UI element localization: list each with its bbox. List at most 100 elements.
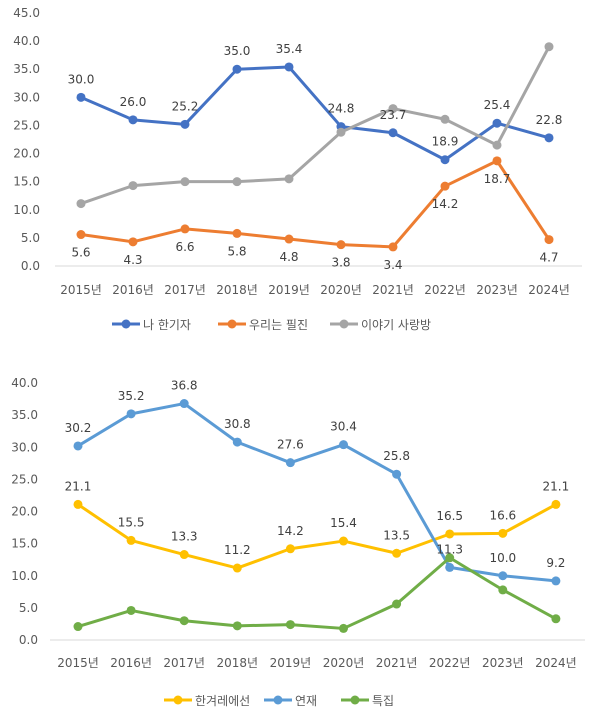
y-tick-label: 20.0 — [11, 505, 38, 519]
data-label: 30.4 — [330, 420, 357, 434]
data-label: 13.3 — [171, 530, 198, 544]
legend-label: 한겨레에선 — [195, 694, 250, 708]
data-label: 35.2 — [118, 389, 145, 403]
data-label: 13.5 — [383, 528, 410, 542]
y-tick-label: 15.0 — [13, 175, 40, 189]
data-point — [180, 177, 190, 187]
data-point — [544, 235, 554, 245]
data-point — [126, 605, 136, 615]
data-point — [284, 62, 294, 72]
x-tick-label: 2016년 — [110, 656, 152, 670]
y-tick-label: 20.0 — [13, 147, 40, 161]
data-label: 5.6 — [71, 246, 90, 260]
data-point — [232, 437, 242, 447]
data-point — [544, 42, 554, 52]
data-point — [73, 499, 83, 509]
y-tick-label: 35.0 — [13, 62, 40, 76]
legend-marker-icon — [173, 695, 183, 705]
data-label: 11.3 — [436, 542, 463, 556]
data-point — [445, 562, 455, 572]
y-tick-label: 25.0 — [11, 472, 38, 486]
data-label: 26.0 — [120, 95, 147, 109]
data-point — [492, 118, 502, 128]
data-label: 4.3 — [123, 253, 142, 267]
data-point — [388, 104, 398, 114]
chart-top: 0.0 5.0 10.0 15.0 20.0 25.0 30.0 35.0 40.0 45.0 20… — [13, 6, 582, 332]
x-tick-label: 2015년 — [57, 656, 99, 670]
data-point — [128, 237, 138, 247]
data-point — [179, 550, 189, 560]
x-tick-label: 2015년 — [60, 283, 102, 297]
data-point — [73, 622, 83, 632]
data-label: 4.7 — [539, 251, 558, 265]
data-label: 36.8 — [171, 379, 198, 393]
x-tick-label: 2017년 — [163, 656, 205, 670]
data-label: 35.0 — [224, 44, 251, 58]
x-tick-label: 2024년 — [528, 283, 570, 297]
y-tick-label: 40.0 — [13, 34, 40, 48]
data-label: 14.2 — [277, 524, 304, 538]
data-point — [180, 224, 190, 234]
x-tick-label: 2020년 — [323, 656, 365, 670]
data-point — [498, 571, 508, 581]
data-label: 16.5 — [436, 509, 463, 523]
data-point — [284, 174, 294, 184]
data-label: 27.6 — [277, 438, 304, 452]
y-tick-label: 10.0 — [13, 203, 40, 217]
data-point — [392, 548, 402, 558]
legend-label: 이야기 사랑방 — [361, 318, 431, 332]
y-tick-label: 40.0 — [11, 376, 38, 390]
data-point — [73, 441, 83, 451]
data-label: 9.2 — [546, 556, 565, 570]
data-label: 30.2 — [65, 421, 92, 435]
series-line-0 — [80, 65, 550, 162]
y-tick-label: 30.0 — [13, 90, 40, 104]
x-tick-label: 2019년 — [268, 283, 310, 297]
data-label: 21.1 — [65, 479, 92, 493]
data-point — [128, 181, 138, 191]
data-point — [284, 234, 294, 244]
data-label: 11.2 — [224, 543, 251, 557]
data-point — [440, 114, 450, 124]
series-line-1 — [80, 159, 551, 249]
data-point — [232, 228, 242, 238]
data-point — [232, 563, 242, 573]
legend-marker-icon — [227, 319, 237, 329]
x-tick-label: 2018년 — [217, 656, 259, 670]
data-label: 23.7 — [380, 108, 407, 122]
data-point — [285, 620, 295, 630]
data-point — [339, 440, 348, 450]
data-point — [336, 127, 346, 137]
data-label: 22.8 — [536, 113, 563, 127]
data-label: 21.1 — [543, 479, 570, 493]
data-point — [551, 576, 561, 586]
data-point — [285, 458, 295, 468]
data-point — [76, 199, 86, 209]
data-label: 25.8 — [383, 449, 410, 463]
x-tick-label: 2023년 — [476, 283, 518, 297]
data-label: 15.5 — [118, 515, 145, 529]
y-tick-label: 0.0 — [19, 633, 38, 647]
x-tick-label: 2023년 — [482, 656, 524, 670]
data-label: 25.2 — [172, 99, 199, 113]
data-point — [232, 177, 242, 187]
data-label: 6.6 — [175, 240, 194, 254]
data-label: 30.0 — [68, 72, 95, 86]
data-label: 4.8 — [279, 250, 298, 264]
data-point — [440, 181, 450, 191]
data-point — [445, 553, 455, 563]
data-point — [339, 536, 348, 546]
data-point — [126, 535, 136, 545]
data-label: 25.4 — [484, 98, 511, 112]
data-label: 24.8 — [328, 102, 355, 116]
data-label: 30.8 — [224, 417, 251, 431]
data-point — [498, 528, 508, 538]
x-tick-label: 2021년 — [376, 656, 418, 670]
data-point — [76, 92, 86, 102]
y-tick-label: 5.0 — [21, 231, 40, 245]
data-point — [492, 140, 502, 150]
data-point — [339, 623, 348, 633]
data-label: 18.9 — [432, 135, 459, 149]
legend-label: 나 한기자 — [143, 318, 191, 332]
